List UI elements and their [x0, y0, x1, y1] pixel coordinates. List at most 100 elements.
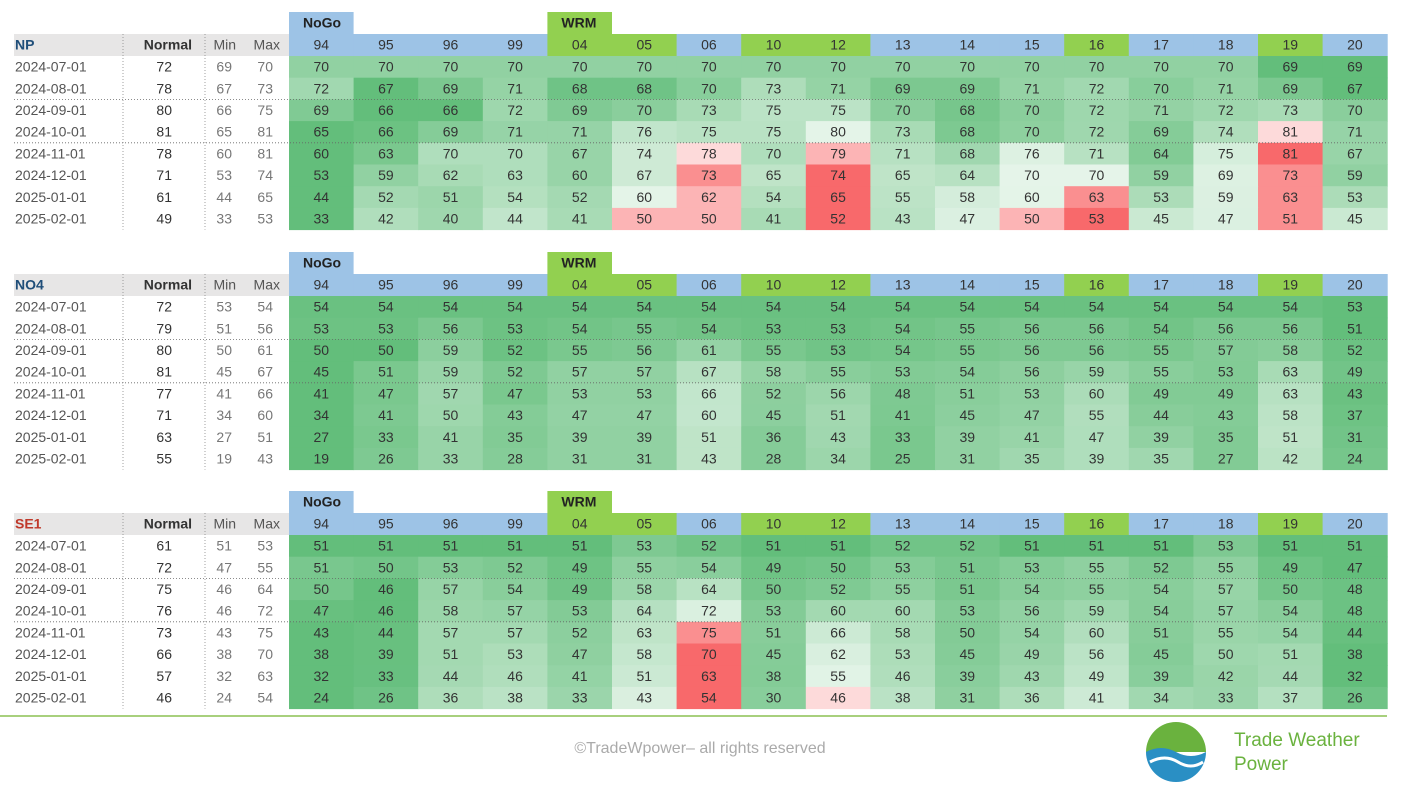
heat-cell	[1258, 296, 1324, 319]
heat-cell	[870, 621, 936, 644]
cell-value: 46	[378, 603, 394, 619]
cell-value: 72	[507, 102, 523, 118]
cell-value: 36	[766, 429, 782, 445]
group-label: NoGo	[303, 255, 341, 271]
heat-cell	[482, 296, 548, 319]
cell-value: 64	[1153, 145, 1169, 161]
heat-cell	[741, 621, 807, 644]
heat-cell	[353, 643, 419, 666]
heat-cell	[418, 426, 484, 449]
heat-cell	[1322, 600, 1388, 623]
heat-cell	[870, 447, 936, 471]
heat-cell	[547, 686, 613, 710]
date: 2024-12-01	[15, 407, 87, 423]
heat-cell	[999, 578, 1065, 601]
cell-value: 63	[1089, 189, 1105, 205]
heat-cell	[353, 426, 419, 449]
cell-value: 45	[960, 646, 976, 662]
heat-cell	[999, 535, 1065, 558]
cell-value: 51	[443, 646, 459, 662]
cell-value: 70	[1153, 80, 1169, 96]
heat-cell	[612, 186, 678, 209]
heat-cell	[1322, 142, 1388, 165]
date: 2024-07-01	[15, 538, 87, 554]
cell-value: 53	[766, 320, 782, 336]
cell-value: 40	[443, 210, 459, 226]
cell-value: 51	[378, 538, 394, 554]
heat-cell	[676, 535, 742, 558]
heat-cell	[999, 142, 1065, 165]
heat-cell	[935, 77, 1001, 100]
cell-value: 55	[830, 668, 846, 684]
date: 2024-12-01	[15, 167, 87, 183]
heat-cell	[482, 643, 548, 666]
group-header-cell	[289, 12, 354, 34]
max: 81	[257, 124, 273, 140]
heat-cell	[289, 686, 355, 710]
cell-value: 54	[701, 299, 717, 315]
max: 54	[257, 689, 273, 705]
column-header: 15	[1024, 277, 1040, 293]
heat-cell	[1258, 121, 1324, 144]
group-header-cell	[547, 252, 612, 274]
heat-cell	[1064, 643, 1130, 666]
heat-cell	[1064, 556, 1130, 579]
cell-value: 39	[1153, 429, 1169, 445]
heat-cell	[935, 296, 1001, 319]
heat-cell	[805, 317, 871, 340]
heat-cell	[935, 447, 1001, 471]
heat-cell	[1322, 339, 1388, 362]
cell-value: 52	[701, 538, 717, 554]
max: 74	[257, 167, 273, 183]
column-header: Normal	[144, 516, 192, 532]
group-header-cell	[547, 491, 612, 513]
heat-cell	[418, 621, 484, 644]
cell-value: 51	[701, 429, 717, 445]
heat-cell	[353, 164, 419, 187]
heat-cell	[482, 186, 548, 209]
cell-value: 70	[701, 59, 717, 75]
cell-value: 70	[895, 59, 911, 75]
column-header-cell	[870, 513, 936, 535]
cell-value: 69	[960, 80, 976, 96]
cell-value: 72	[314, 80, 330, 96]
heat-cell	[1064, 77, 1130, 100]
cell-value: 66	[830, 624, 846, 640]
heat-cell	[353, 56, 419, 79]
min: 46	[216, 581, 232, 597]
cell-value: 43	[637, 689, 653, 705]
heat-cell	[353, 447, 419, 471]
column-header-cell	[612, 34, 678, 56]
cell-value: 68	[637, 80, 653, 96]
heat-cell	[1064, 382, 1130, 405]
date: 2025-01-01	[15, 189, 87, 205]
heat-cell	[935, 404, 1001, 427]
cell-value: 45	[766, 407, 782, 423]
cell-value: 70	[830, 59, 846, 75]
cell-value: 60	[701, 407, 717, 423]
cell-value: 24	[314, 689, 330, 705]
heat-cell	[289, 207, 355, 231]
cell-value: 55	[1218, 559, 1234, 575]
cell-value: 44	[1153, 407, 1169, 423]
column-header-cell	[1258, 274, 1324, 296]
cell-value: 68	[960, 145, 976, 161]
cell-value: 72	[1218, 102, 1234, 118]
cell-value: 43	[1024, 668, 1040, 684]
heat-cell	[1258, 404, 1324, 427]
heat-cell	[482, 339, 548, 362]
cell-value: 69	[1347, 59, 1363, 75]
cell-value: 55	[766, 342, 782, 358]
heat-cell	[1258, 600, 1324, 623]
cell-value: 55	[637, 320, 653, 336]
cell-value: 60	[1024, 189, 1040, 205]
column-header: 94	[314, 516, 330, 532]
max: 55	[257, 559, 273, 575]
cell-value: 52	[507, 342, 523, 358]
cell-value: 51	[766, 538, 782, 554]
cell-value: 51	[1283, 210, 1299, 226]
column-header: 99	[507, 516, 523, 532]
heat-cell	[1258, 447, 1324, 471]
heat-cell	[612, 296, 678, 319]
heat-cell	[418, 447, 484, 471]
